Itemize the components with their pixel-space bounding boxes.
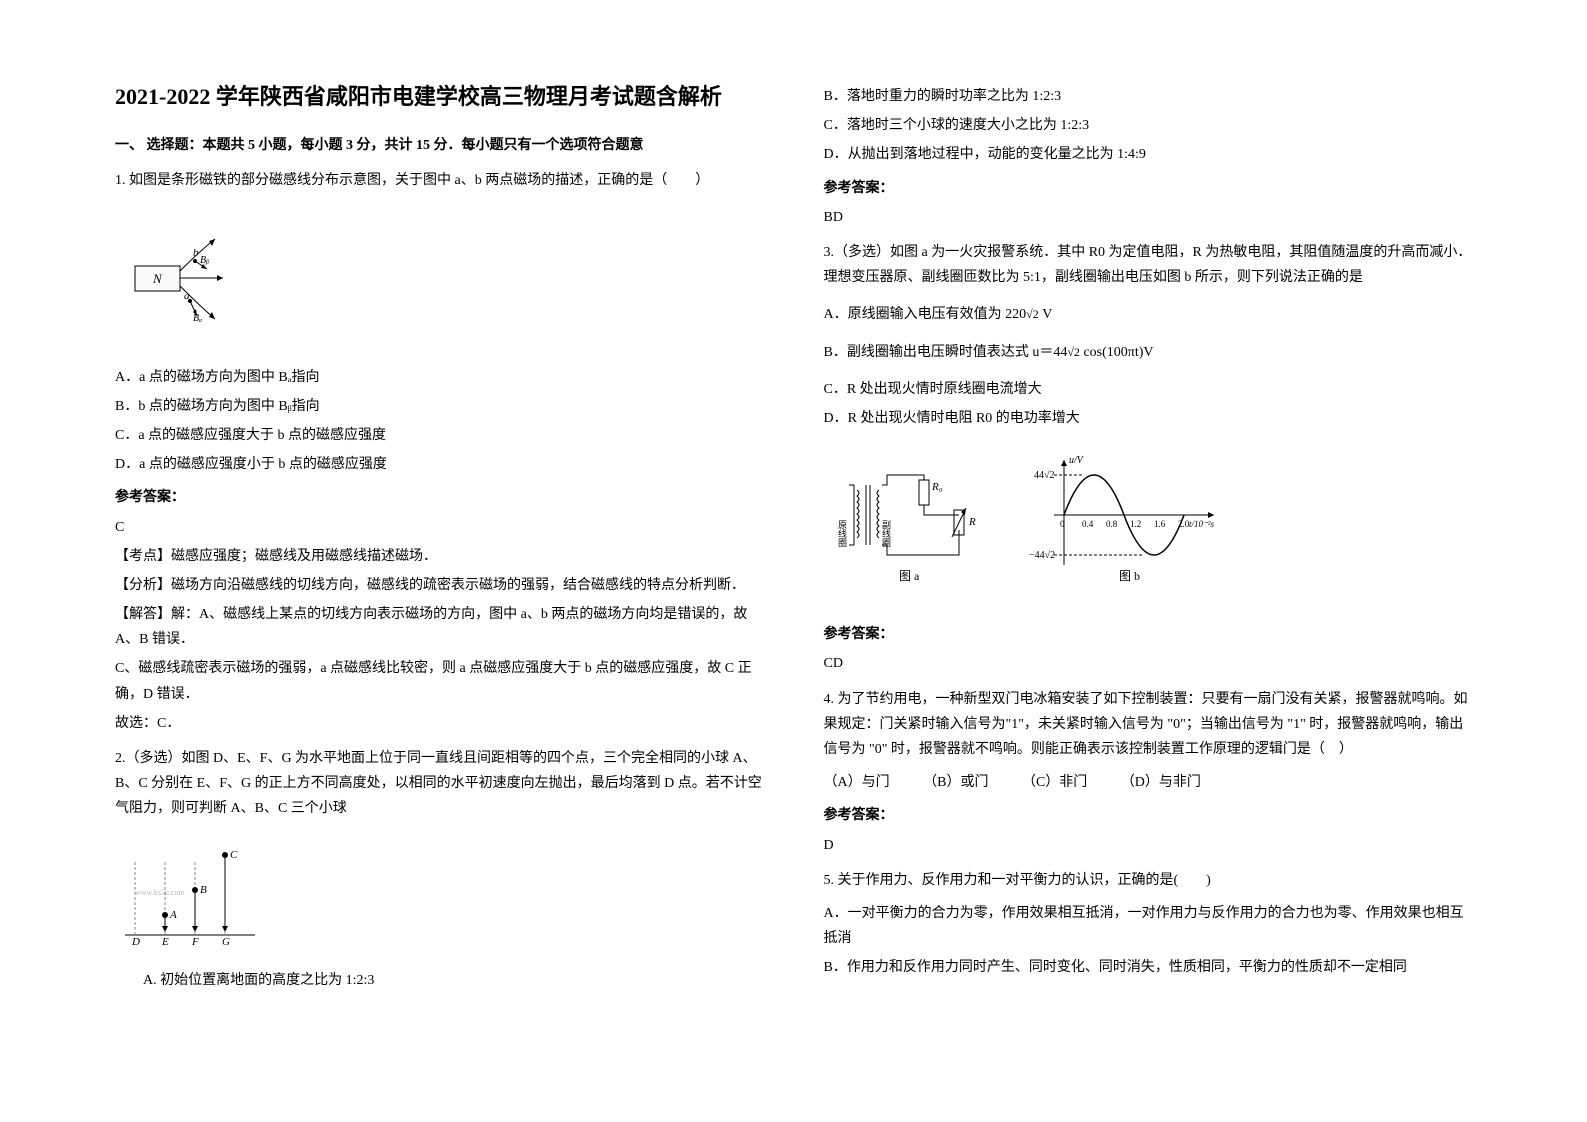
q4-options: （A）与门 （B）或门 （C）非门 （D）与非门: [824, 770, 1473, 795]
svg-text:Bₐ: Bₐ: [193, 313, 202, 324]
q1-ans-label: 参考答案：: [115, 485, 764, 510]
q1-analysis4: C、磁感线疏密表示磁场的强弱，a 点磁感线比较密，则 a 点磁感应强度大于 b …: [115, 656, 764, 706]
svg-text:−44√2: −44√2: [1029, 550, 1055, 561]
svg-text:0: 0: [1060, 519, 1065, 529]
svg-text:www.ks5u.com: www.ks5u.com: [135, 888, 185, 897]
svg-text:原线圈: 原线圈: [837, 520, 847, 548]
svg-text:E: E: [161, 936, 169, 945]
svg-text:A: A: [169, 909, 177, 921]
svg-text:44√2: 44√2: [1034, 470, 1055, 481]
svg-text:0.4: 0.4: [1082, 519, 1094, 529]
q1-analysis5: 故选：C．: [115, 711, 764, 736]
r-label: R: [968, 516, 976, 528]
svg-text:图 b: 图 b: [1119, 569, 1140, 583]
svg-text:u/V: u/V: [1069, 455, 1085, 466]
svg-text:F: F: [191, 936, 199, 945]
page-title: 2021-2022 学年陕西省咸阳市电建学校高三物理月考试题含解析: [115, 80, 764, 113]
q1-diagram: N b Bᵦ a Bₐ: [115, 211, 245, 341]
q3-optA-suffix: V: [1039, 307, 1053, 322]
q5-stem: 5. 关于作用力、反作用力和一对平衡力的认识，正确的是( ): [824, 868, 1473, 893]
svg-text:G: G: [222, 936, 230, 945]
q1-optD: D．a 点的磁感应强度小于 b 点的磁感应强度: [115, 452, 764, 477]
sqrt-icon: √2: [1067, 345, 1080, 359]
q4-optB: （B）或门: [923, 775, 988, 790]
q4-ans: D: [824, 833, 1473, 858]
q3-optA: A．原线圈输入电压有效值为 220√2 V: [824, 302, 1473, 327]
svg-text:图 a: 图 a: [899, 569, 920, 583]
q1-stem: 1. 如图是条形磁铁的部分磁感线分布示意图，关于图中 a、b 两点磁场的描述，正…: [115, 168, 764, 193]
q1-ans: C: [115, 515, 764, 540]
q4-optC: （C）非门: [1022, 775, 1087, 790]
q2-stem: 2.（多选）如图 D、E、F、G 为水平地面上位于同一直线且间距相等的四个点，三…: [115, 746, 764, 822]
q3-optB-suffix: cos(100πt)V: [1080, 345, 1154, 360]
q1-optC: C．a 点的磁感应强度大于 b 点的磁感应强度: [115, 423, 764, 448]
q1-optA: A．a 点的磁场方向为图中 Bₐ指向: [115, 365, 764, 390]
q5-optB: B．作用力和反作用力同时产生、同时变化、同时消失，性质相同，平衡力的性质却不一定…: [824, 955, 1473, 980]
q2-optB: B．落地时重力的瞬时功率之比为 1:2:3: [824, 84, 1473, 109]
svg-text:t/10⁻²s: t/10⁻²s: [1189, 519, 1214, 529]
q3-optD: D．R 处出现火情时电阻 R0 的电功率增大: [824, 406, 1473, 431]
svg-text:0.8: 0.8: [1106, 519, 1118, 529]
q1-optB: B．b 点的磁场方向为图中 Bᵦ指向: [115, 394, 764, 419]
q4-ans-label: 参考答案：: [824, 803, 1473, 828]
q2-ans: BD: [824, 205, 1473, 230]
q3-ans: CD: [824, 651, 1473, 676]
q4-optA: （A）与门: [824, 775, 890, 790]
r0-label: R₀: [931, 481, 943, 493]
q1-analysis1: 【考点】磁感应强度；磁感线及用磁感线描述磁场．: [115, 544, 764, 569]
q4-optD: （D）与非门: [1121, 775, 1201, 790]
svg-text:1.6: 1.6: [1154, 519, 1166, 529]
svg-text:Bᵦ: Bᵦ: [200, 255, 209, 266]
q1-analysis2: 【分析】磁场方向沿磁感线的切线方向，磁感线的疏密表示磁场的强弱，结合磁感线的特点…: [115, 573, 764, 598]
svg-text:B: B: [200, 884, 207, 896]
q3-optC: C．R 处出现火情时原线圈电流增大: [824, 377, 1473, 402]
q3-stem: 3.（多选）如图 a 为一火灾报警系统．其中 R0 为定值电阻，R 为热敏电阻，…: [824, 240, 1473, 290]
q3-ans-label: 参考答案：: [824, 622, 1473, 647]
q2-diagram: A B C D E F G www.ks5u.com: [115, 840, 265, 945]
svg-text:D: D: [131, 936, 140, 945]
svg-text:副线圈: 副线圈: [881, 520, 891, 548]
q4-stem: 4. 为了节约用电，一种新型双门电冰箱安装了如下控制装置：只要有一扇门没有关紧，…: [824, 687, 1473, 763]
svg-text:b: b: [193, 247, 199, 259]
q2-ans-label: 参考答案：: [824, 176, 1473, 201]
q2-optC: C．落地时三个小球的速度大小之比为 1:2:3: [824, 113, 1473, 138]
q2-optA: A. 初始位置离地面的高度之比为 1:2:3: [115, 968, 764, 993]
q3-optA-prefix: A．原线圈输入电压有效值为 220: [824, 307, 1027, 322]
svg-text:1.2: 1.2: [1130, 519, 1141, 529]
q1-analysis3: 【解答】解：A、磁感线上某点的切线方向表示磁场的方向，图中 a、b 两点的磁场方…: [115, 602, 764, 652]
svg-text:a: a: [184, 290, 190, 302]
section-header: 一、 选择题：本题共 5 小题，每小题 3 分，共计 15 分．每小题只有一个选…: [115, 133, 764, 158]
q3-optB: B．副线圈输出电压瞬时值表达式 u＝44√2 cos(100πt)V: [824, 340, 1473, 365]
q5-optA: A．一对平衡力的合力为零，作用效果相互抵消，一对作用力与反作用力的合力也为零、作…: [824, 901, 1473, 951]
q3-diagram: R₀ R 原线圈 副线圈 图 a u/V 44√2 −44√2 0 0.4 0.…: [824, 445, 1224, 595]
svg-text:2.0: 2.0: [1178, 519, 1190, 529]
sqrt-icon: √2: [1026, 307, 1039, 321]
q2-optD: D．从抛出到落地过程中，动能的变化量之比为 1:4:9: [824, 142, 1473, 167]
q3-optB-prefix: B．副线圈输出电压瞬时值表达式 u＝44: [824, 345, 1068, 360]
svg-text:N: N: [152, 271, 163, 286]
svg-text:C: C: [230, 849, 238, 861]
